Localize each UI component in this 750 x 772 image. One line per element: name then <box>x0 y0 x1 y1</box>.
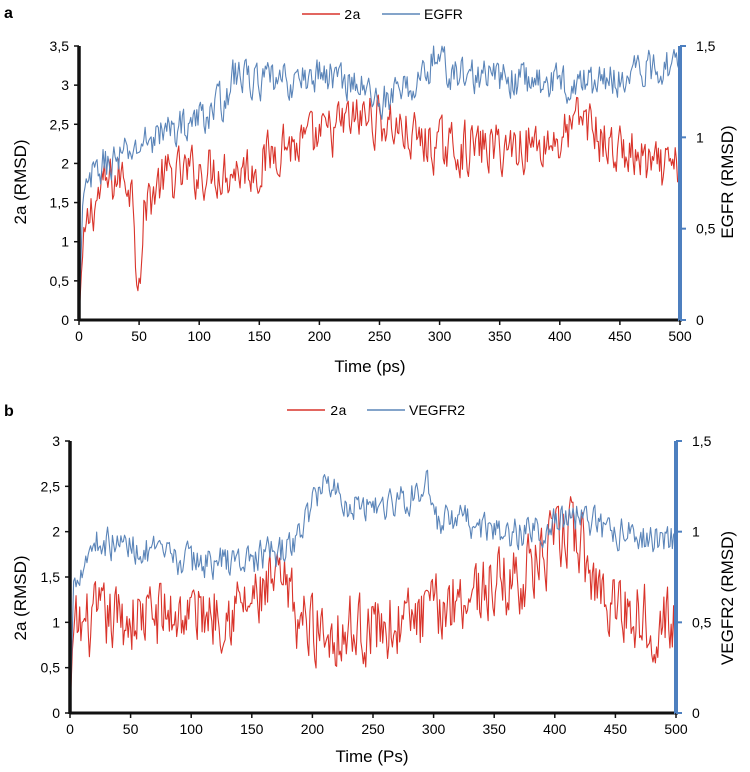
x-tick-label: 100 <box>188 328 212 344</box>
x-tick-label: 150 <box>240 721 264 737</box>
x-tick-label: 150 <box>248 328 272 344</box>
x-tick-label: 350 <box>488 328 512 344</box>
left-tick-label: 3 <box>52 433 60 449</box>
x-tick-label: 300 <box>422 721 446 737</box>
left-tick-label: 0,5 <box>41 660 61 676</box>
legend-label-2a: 2a <box>330 404 347 420</box>
x-tick-label: 50 <box>123 721 139 737</box>
right-tick-label: 0 <box>692 705 700 721</box>
x-tick-label: 100 <box>180 721 204 737</box>
left-tick-label: 1 <box>52 614 60 630</box>
series-line-2a <box>78 94 681 321</box>
x-tick-label: 400 <box>543 721 567 737</box>
left-axis-title: 2a (RMSD) <box>11 139 30 224</box>
left-tick-label: 0 <box>61 312 69 328</box>
left-tick-label: 0 <box>52 705 60 721</box>
left-tick-label: 1 <box>61 234 69 250</box>
right-axis-title: EGFR (RMSD) <box>718 125 737 238</box>
series-line-vegfr2 <box>69 469 677 714</box>
right-tick-label: 0,5 <box>692 614 712 630</box>
x-axis-title: Time (ps) <box>334 357 405 376</box>
x-tick-label: 300 <box>428 328 452 344</box>
x-tick-label: 200 <box>308 328 332 344</box>
legend-label-egfr: EGFR <box>424 6 463 22</box>
panel-label: a <box>4 5 13 22</box>
left-tick-label: 2,5 <box>50 116 70 132</box>
legend-label-2a: 2a <box>344 8 361 24</box>
left-tick-label: 3,5 <box>50 38 70 54</box>
legend: 2a VEGFR2 <box>287 402 465 420</box>
right-axis-title: VEGFR2 (RMSD) <box>718 531 737 665</box>
x-tick-label: 250 <box>361 721 385 737</box>
x-tick-label: 0 <box>66 721 74 737</box>
series-line-egfr <box>78 45 681 321</box>
x-tick-label: 500 <box>664 721 688 737</box>
right-tick-label: 0,5 <box>696 221 716 237</box>
panel-b: b 2a VEGFR2 Time (Ps) 2a (RMSD) VEGFR2 (… <box>4 402 737 766</box>
x-tick-label: 350 <box>483 721 507 737</box>
x-tick-label: 250 <box>368 328 392 344</box>
x-tick-label: 500 <box>668 328 692 344</box>
right-tick-label: 1 <box>692 524 700 540</box>
series-line-2a <box>69 496 677 714</box>
x-tick-label: 200 <box>301 721 325 737</box>
legend: 2a EGFR <box>302 6 463 24</box>
left-tick-label: 1,5 <box>41 569 61 585</box>
right-tick-label: 1,5 <box>696 38 716 54</box>
panel-label: b <box>4 403 14 420</box>
x-tick-label: 450 <box>604 721 628 737</box>
left-tick-label: 2,5 <box>41 478 61 494</box>
right-tick-label: 0 <box>696 312 704 328</box>
x-tick-label: 0 <box>75 328 83 344</box>
x-tick-label: 450 <box>608 328 632 344</box>
x-axis-title: Time (Ps) <box>335 747 408 766</box>
left-axis-title: 2a (RMSD) <box>11 555 30 640</box>
x-tick-label: 50 <box>131 328 147 344</box>
left-tick-label: 2 <box>61 155 69 171</box>
legend-label-vegfr2: VEGFR2 <box>409 402 465 418</box>
x-tick-label: 400 <box>548 328 572 344</box>
right-tick-label: 1 <box>696 129 704 145</box>
left-tick-label: 0,5 <box>50 273 70 289</box>
panel-a: a 2a EGFR Time (ps) 2a (RMSD) EGFR (RMSD… <box>4 5 737 376</box>
right-tick-label: 1,5 <box>692 433 712 449</box>
left-tick-label: 2 <box>52 524 60 540</box>
left-tick-label: 3 <box>61 77 69 93</box>
left-tick-label: 1,5 <box>50 195 70 211</box>
